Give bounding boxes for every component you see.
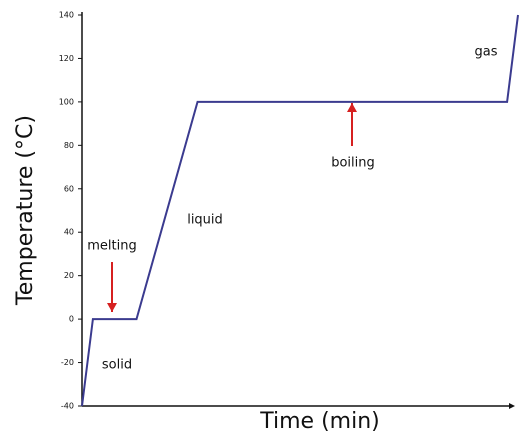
y-axis-label: Temperature (°C): [13, 115, 38, 306]
y-tick-label: -40: [61, 402, 74, 411]
x-axis-label: Time (min): [259, 409, 380, 434]
y-tick-label: 120: [59, 54, 74, 63]
annotation: gas: [475, 45, 498, 60]
series-line: [81, 14, 519, 407]
y-tick-label: 0: [69, 315, 74, 324]
arrow-head: [347, 103, 357, 112]
y-tick-label: 80: [64, 141, 74, 150]
annotation: liquid: [187, 213, 223, 228]
y-tick-label: -20: [61, 358, 74, 367]
y-tick-label: 60: [64, 184, 74, 193]
annotation: boiling: [331, 156, 375, 171]
y-tick-label: 40: [64, 228, 74, 237]
y-tick-label: 140: [59, 11, 74, 20]
arrow-head: [107, 303, 117, 312]
y-tick-label: 100: [59, 97, 74, 106]
annotation: solid: [102, 358, 132, 373]
y-tick-label: 20: [64, 271, 74, 280]
annotation: melting: [87, 239, 136, 254]
